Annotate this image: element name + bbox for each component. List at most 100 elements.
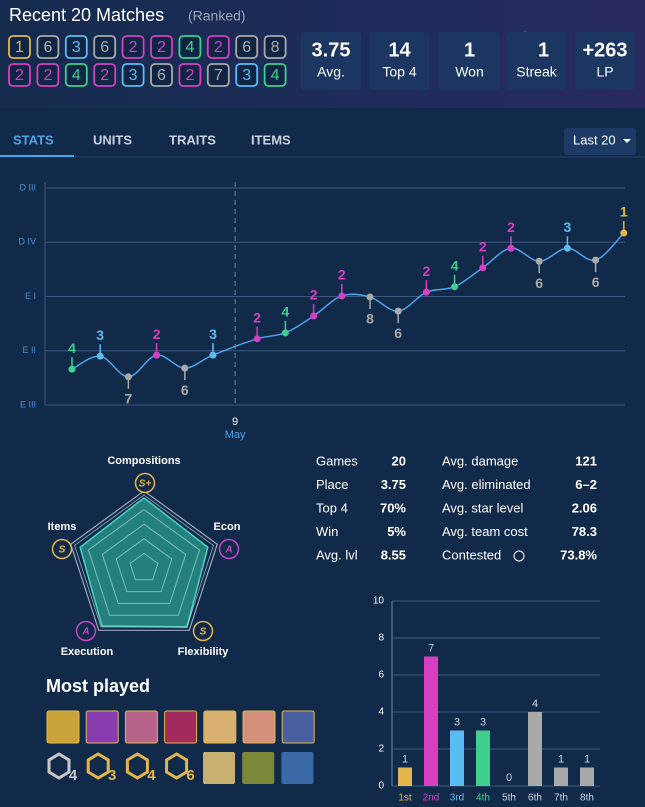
placement-badge: [206, 35, 230, 59]
champion-icon[interactable]: [85, 710, 119, 744]
champion-icon[interactable]: [46, 710, 80, 744]
summary-label: Won: [455, 64, 484, 80]
help-icon[interactable]: [513, 550, 525, 562]
stat-value: 73.8%: [560, 547, 597, 562]
tab[interactable]: STATS: [13, 132, 54, 147]
lp-point: [394, 307, 402, 315]
body-bg: [0, 108, 645, 807]
y-tick-label: D III: [19, 182, 36, 192]
stat-label: Avg. damage: [442, 453, 518, 468]
summary-label: Avg.: [317, 64, 345, 80]
radar-label: Econ: [214, 521, 241, 533]
placement-badge: [64, 35, 88, 59]
lp-point: [366, 293, 374, 301]
trait-count: 6: [186, 767, 194, 784]
placement-number: 6: [242, 39, 251, 56]
radar-label: Items: [48, 521, 77, 533]
x-tick-label: 3rd: [450, 793, 464, 804]
point-placement: 2: [507, 219, 515, 235]
champion-icon[interactable]: [281, 710, 315, 744]
lp-point: [422, 288, 430, 296]
y-tick-label: 2: [378, 744, 384, 755]
stat-label: Games: [316, 453, 358, 468]
placement-number: 2: [43, 67, 52, 84]
point-placement: 3: [209, 326, 217, 342]
y-tick-label: 0: [378, 781, 384, 792]
point-placement: 6: [394, 325, 402, 341]
champion-icon[interactable]: [203, 710, 237, 744]
stat-label: Avg. eliminated: [442, 477, 531, 492]
summary-box: [370, 32, 429, 90]
placement-badge: [235, 63, 259, 87]
stat-label: Contested: [442, 547, 501, 562]
placement-number: 3: [129, 67, 138, 84]
radar-ring: [115, 538, 173, 593]
bar-value-label: 7: [428, 642, 434, 654]
tab[interactable]: UNITS: [93, 132, 132, 147]
lp-point: [181, 364, 189, 372]
y-tick-label: 8: [378, 633, 384, 644]
bar-value-label: 4: [532, 698, 538, 710]
placement-number: 1: [15, 39, 24, 56]
filter-label[interactable]: Last 20: [573, 132, 616, 147]
placement-badge: [150, 63, 173, 87]
bar-value-label: 0: [506, 772, 512, 784]
stat-label: Avg. team cost: [442, 524, 528, 539]
radar-ring: [73, 494, 215, 628]
bar-value-label: 1: [558, 753, 564, 765]
bar: [580, 767, 594, 786]
champion-icon[interactable]: [124, 710, 158, 744]
placement-badge: [263, 63, 287, 87]
champion-icon[interactable]: [242, 710, 276, 744]
grade-text: S: [200, 627, 207, 638]
point-placement: 4: [282, 304, 290, 320]
lp-point: [592, 256, 600, 264]
grade-badge: [218, 538, 240, 560]
lp-point: [479, 264, 487, 272]
bar: [528, 712, 542, 786]
summary-value: +263: [582, 39, 627, 61]
lp-point: [310, 312, 318, 320]
point-placement: 6: [181, 382, 189, 398]
summary-box: [507, 32, 566, 90]
tab[interactable]: TRAITS: [169, 132, 216, 147]
trait-icon[interactable]: [165, 752, 189, 780]
grade-badge: [134, 472, 156, 494]
stat-value: 8.55: [381, 547, 406, 562]
grade-text: S: [59, 545, 66, 556]
y-tick-label: 4: [378, 707, 384, 718]
item-icon[interactable]: [242, 752, 275, 784]
x-tick-label: 5th: [502, 793, 516, 804]
tab[interactable]: ITEMS: [251, 132, 291, 147]
stat-value: 121: [575, 453, 597, 468]
trait-icon[interactable]: [47, 752, 71, 780]
point-placement: 2: [423, 263, 431, 279]
lp-point: [68, 365, 76, 373]
placement-badge: [93, 63, 117, 87]
stat-value: 78.3: [572, 524, 597, 539]
bar: [554, 767, 568, 786]
summary-label: Top 4: [382, 64, 416, 80]
placement-badge: [178, 35, 202, 59]
stat-value: 70%: [380, 500, 406, 515]
filter-dropdown[interactable]: [564, 128, 636, 155]
placement-number: 4: [271, 67, 280, 84]
summary-box: [301, 32, 361, 90]
item-icon[interactable]: [281, 752, 314, 784]
summary-label: LP: [596, 64, 613, 80]
bar-value-label: 1: [402, 753, 408, 765]
champion-icon[interactable]: [164, 710, 198, 744]
point-placement: 1: [620, 204, 628, 220]
bar: [424, 656, 438, 786]
trait-icon[interactable]: [125, 752, 149, 780]
stat-value: 2.06: [572, 500, 597, 515]
trait-icon[interactable]: [86, 752, 110, 780]
item-icon[interactable]: [203, 752, 235, 784]
grade-badge: [192, 620, 214, 642]
stat-label: Top 4: [316, 500, 348, 515]
placement-badge: [36, 63, 60, 87]
y-tick-label: 10: [373, 596, 385, 607]
placement-badge: [36, 35, 60, 59]
point-placement: 2: [253, 310, 261, 326]
tab-underline: [0, 155, 74, 157]
